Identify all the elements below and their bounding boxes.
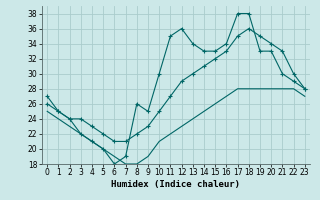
X-axis label: Humidex (Indice chaleur): Humidex (Indice chaleur) xyxy=(111,180,241,189)
